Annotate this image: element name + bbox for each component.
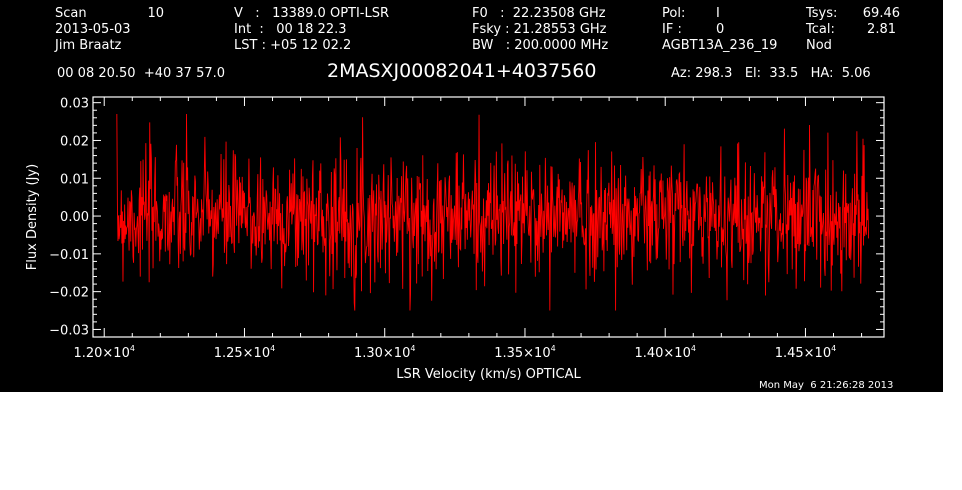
- x-tick-label: 1.20×104: [73, 344, 134, 361]
- tcal-label: Tcal:: [806, 22, 835, 37]
- y-tick-label: −0.03: [49, 323, 89, 338]
- az-el-ha: Az: 298.3 El: 33.5 HA: 5.06: [671, 66, 871, 81]
- pol-label: Pol:: [662, 6, 686, 21]
- tsys-label: Tsys:: [806, 6, 838, 21]
- y-tick-label: −0.01: [49, 248, 89, 263]
- source-name: 2MASXJ00082041+4037560: [327, 60, 597, 82]
- x-tick-label: 1.30×104: [354, 344, 415, 361]
- y-tick-label: 0.03: [60, 97, 89, 112]
- y-tick-label: −0.02: [49, 286, 89, 301]
- obs-date: 2013-05-03: [55, 22, 131, 37]
- y-tick-label: 0.00: [60, 210, 89, 225]
- y-tick-label: 0.02: [60, 134, 89, 149]
- plot-axes-box: [92, 96, 885, 338]
- velocity-line: V : 13389.0 OPTI-LSR: [234, 6, 390, 21]
- tsys-value: 69.46: [862, 6, 900, 21]
- x-tick-label: 1.35×104: [494, 344, 555, 361]
- scan-number: 10: [147, 6, 164, 21]
- scan-label: Scan: [55, 6, 87, 21]
- pol-value: I: [716, 6, 720, 21]
- f0-line: F0 : 22.23508 GHz: [472, 6, 606, 21]
- x-axis-label: LSR Velocity (km/s) OPTICAL: [396, 367, 581, 382]
- if-label: IF :: [662, 22, 682, 37]
- if-value: 0: [716, 22, 725, 37]
- observer-name: Jim Braatz: [55, 38, 122, 53]
- x-tick-label: 1.25×104: [214, 344, 275, 361]
- procedure-name: Nod: [806, 38, 832, 53]
- spectrum-chart: 0.03 0.02 0.01 0.00 −0.01 −0.02 −0.03 1.20×104 1…: [25, 96, 885, 382]
- plot-timestamp: Mon May 6 21:26:28 2013: [759, 380, 894, 391]
- y-axis-label: Flux Density (Jy): [25, 164, 40, 270]
- int-line: Int : 00 18 22.3: [234, 22, 347, 37]
- x-tick-label: 1.40×104: [634, 344, 695, 361]
- lst-line: LST : +05 12 02.2: [234, 38, 352, 53]
- project-id: AGBT13A_236_19: [662, 38, 778, 53]
- spectrum-trace: [116, 114, 870, 311]
- y-tick-label: 0.01: [60, 172, 89, 187]
- tcal-value: 2.81: [867, 22, 896, 37]
- x-tick-label: 1.45×104: [775, 344, 836, 361]
- source-coords: 00 08 20.50 +40 37 57.0: [57, 66, 226, 81]
- fsky-line: Fsky : 21.28553 GHz: [472, 22, 607, 37]
- bw-line: BW : 200.0000 MHz: [472, 38, 609, 53]
